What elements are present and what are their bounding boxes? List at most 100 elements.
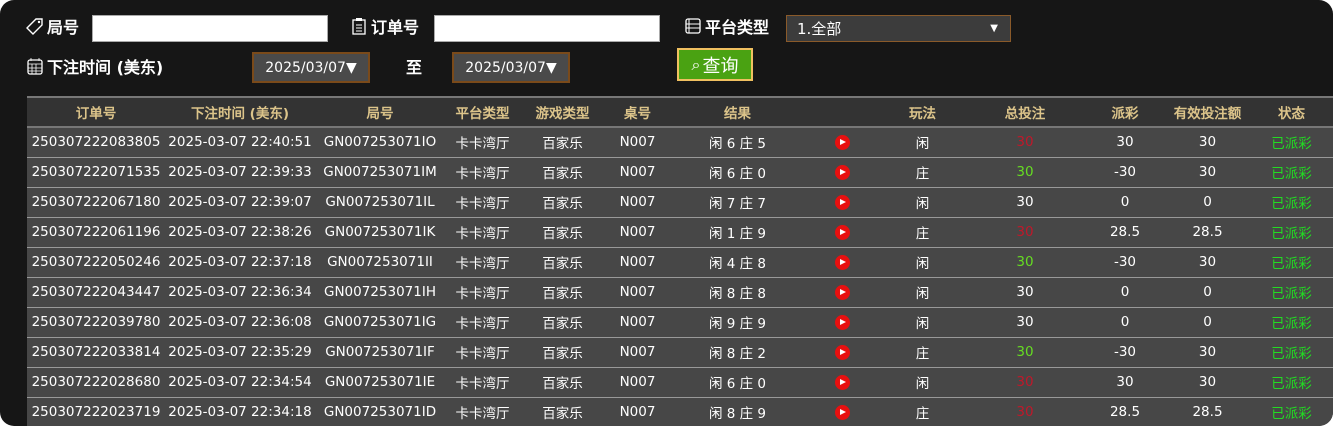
round-label: 局号 <box>26 14 79 38</box>
cell-order-no: 250307222071535 <box>27 157 165 188</box>
cell-result: 闲 9 庄 9 <box>670 307 805 338</box>
cell-valid-bet: 30 <box>1165 127 1250 158</box>
cell-game-type: 百家乐 <box>520 157 605 188</box>
header-table-no: 桌号 <box>605 96 670 128</box>
play-icon[interactable] <box>835 284 850 300</box>
cell-bet-type: 闲 <box>880 367 965 398</box>
cell-valid-bet: 28.5 <box>1165 217 1250 248</box>
chevron-down-icon: ▼ <box>990 23 998 34</box>
cell-table-no: N007 <box>605 397 670 426</box>
cell-bet-type: 闲 <box>880 307 965 338</box>
play-icon[interactable] <box>835 134 850 150</box>
cell-status: 已派彩 <box>1250 247 1333 278</box>
play-icon[interactable] <box>835 164 850 180</box>
cell-platform: 卡卡湾厅 <box>445 397 520 426</box>
table-row: 250307222083805 2025-03-07 22:40:51 GN0072… <box>27 127 1333 158</box>
cell-result: 闲 8 庄 8 <box>670 277 805 308</box>
cell-total-bet: 30 <box>965 277 1085 308</box>
header-game-type: 游戏类型 <box>520 96 605 128</box>
cell-order-no: 250307222050246 <box>27 247 165 278</box>
cell-platform: 卡卡湾厅 <box>445 187 520 218</box>
cell-order-no: 250307222061196 <box>27 217 165 248</box>
cell-game-type: 百家乐 <box>520 397 605 426</box>
cell-order-no: 250307222039780 <box>27 307 165 338</box>
cell-bet-type: 庄 <box>880 337 965 368</box>
table-row: 250307222043447 2025-03-07 22:36:34 GN0072… <box>27 277 1333 308</box>
header-platform: 平台类型 <box>445 96 520 128</box>
table-row: 250307222071535 2025-03-07 22:39:33 GN0072… <box>27 157 1333 188</box>
cell-payout: 28.5 <box>1085 397 1165 426</box>
cell-total-bet: 30 <box>965 397 1085 426</box>
to-label: 至 <box>406 58 423 77</box>
cell-replay[interactable] <box>805 307 880 338</box>
cell-replay[interactable] <box>805 157 880 188</box>
cell-result: 闲 8 庄 9 <box>670 397 805 426</box>
cell-valid-bet: 30 <box>1165 157 1250 188</box>
cell-valid-bet: 30 <box>1165 367 1250 398</box>
platform-select[interactable]: 1.全部 ▼ <box>786 15 1011 42</box>
cell-bet-type: 闲 <box>880 187 965 218</box>
bet-table: 订单号 下注时间 (美东) 局号 平台类型 游戏类型 桌号 结果 玩法 总投注 派彩 有效投注额 状态… <box>27 96 1333 426</box>
cell-replay[interactable] <box>805 247 880 278</box>
table-row: 250307222061196 2025-03-07 22:38:26 GN0072… <box>27 217 1333 248</box>
query-button[interactable]: ⌕ 查询 <box>677 48 753 81</box>
header-status: 状态 <box>1250 96 1333 128</box>
cell-platform: 卡卡湾厅 <box>445 127 520 158</box>
cell-game-type: 百家乐 <box>520 277 605 308</box>
header-bet-type: 玩法 <box>880 96 965 128</box>
cell-valid-bet: 0 <box>1165 187 1250 218</box>
cell-result: 闲 1 庄 9 <box>670 217 805 248</box>
order-input[interactable] <box>434 15 660 42</box>
cell-bet-type: 闲 <box>880 247 965 278</box>
cell-status: 已派彩 <box>1250 157 1333 188</box>
cell-replay[interactable] <box>805 277 880 308</box>
cell-round: GN007253071IL <box>315 187 445 218</box>
cell-bet-time: 2025-03-07 22:35:29 <box>165 337 315 368</box>
play-icon[interactable] <box>835 344 850 360</box>
cell-status: 已派彩 <box>1250 187 1333 218</box>
cell-round: GN007253071IO <box>315 127 445 158</box>
cell-replay[interactable] <box>805 337 880 368</box>
cell-bet-time: 2025-03-07 22:39:07 <box>165 187 315 218</box>
play-icon[interactable] <box>835 404 850 420</box>
cell-platform: 卡卡湾厅 <box>445 277 520 308</box>
cell-result: 闲 6 庄 0 <box>670 367 805 398</box>
play-icon[interactable] <box>835 224 850 240</box>
header-bet-time: 下注时间 (美东) <box>165 96 315 128</box>
cell-result: 闲 7 庄 7 <box>670 187 805 218</box>
play-icon[interactable] <box>835 314 850 330</box>
cell-game-type: 百家乐 <box>520 307 605 338</box>
cell-game-type: 百家乐 <box>520 187 605 218</box>
play-icon[interactable] <box>835 254 850 270</box>
cell-table-no: N007 <box>605 367 670 398</box>
cell-platform: 卡卡湾厅 <box>445 217 520 248</box>
cell-status: 已派彩 <box>1250 127 1333 158</box>
header-payout: 派彩 <box>1085 96 1165 128</box>
cell-replay[interactable] <box>805 217 880 248</box>
cell-payout: 30 <box>1085 367 1165 398</box>
play-icon[interactable] <box>835 374 850 390</box>
date-from-picker[interactable]: 2025/03/07▼ <box>252 52 370 83</box>
cell-game-type: 百家乐 <box>520 337 605 368</box>
round-input[interactable] <box>92 15 328 42</box>
table-row: 250307222023719 2025-03-07 22:34:18 GN0072… <box>27 397 1333 426</box>
table-row: 250307222050246 2025-03-07 22:37:18 GN0072… <box>27 247 1333 278</box>
play-icon[interactable] <box>835 194 850 210</box>
cell-round: GN007253071IH <box>315 277 445 308</box>
cell-replay[interactable] <box>805 187 880 218</box>
clipboard-icon <box>352 18 366 35</box>
cell-replay[interactable] <box>805 397 880 426</box>
cell-result: 闲 8 庄 2 <box>670 337 805 368</box>
cell-total-bet: 30 <box>965 247 1085 278</box>
cell-bet-type: 闲 <box>880 127 965 158</box>
cell-result: 闲 4 庄 8 <box>670 247 805 278</box>
header-result: 结果 <box>670 96 805 128</box>
cell-bet-time: 2025-03-07 22:37:18 <box>165 247 315 278</box>
table-row: 250307222039780 2025-03-07 22:36:08 GN0072… <box>27 307 1333 338</box>
cell-replay[interactable] <box>805 127 880 158</box>
cell-payout: 30 <box>1085 127 1165 158</box>
date-to-picker[interactable]: 2025/03/07▼ <box>452 52 570 83</box>
cell-replay[interactable] <box>805 367 880 398</box>
cell-game-type: 百家乐 <box>520 367 605 398</box>
cell-platform: 卡卡湾厅 <box>445 367 520 398</box>
